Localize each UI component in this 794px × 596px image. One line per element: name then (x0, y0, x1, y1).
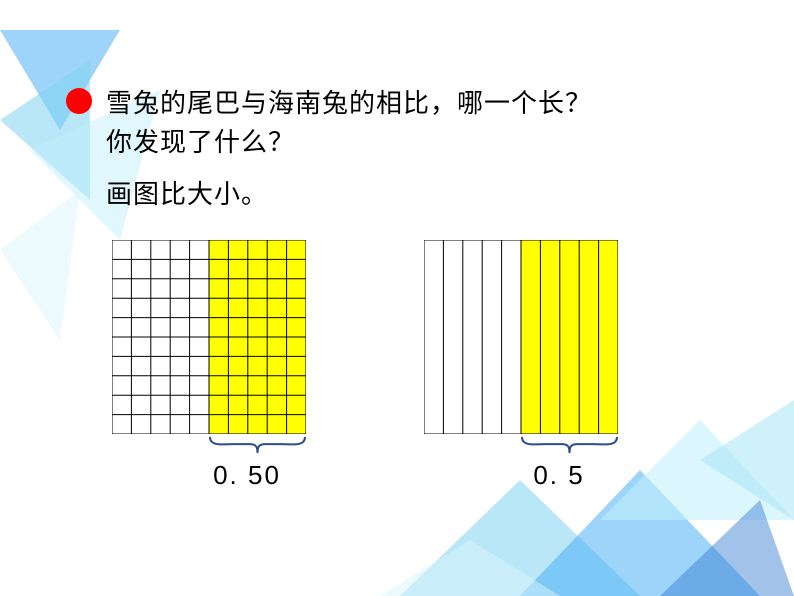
question-text: 雪兔的尾巴与海南兔的相比，哪一个长？ 你发现了什么？ (106, 84, 592, 162)
subtitle-text: 画图比大小。 (106, 174, 268, 211)
grid-right-block: 0. 5 (424, 240, 618, 491)
grid-right-chart (424, 240, 618, 434)
red-bullet-icon (66, 88, 92, 114)
question-row: 雪兔的尾巴与海南兔的相比，哪一个长？ 你发现了什么？ (66, 84, 592, 162)
brace-right-icon (521, 436, 618, 454)
question-line-1: 雪兔的尾巴与海南兔的相比，哪一个长？ (106, 84, 592, 123)
question-line-2: 你发现了什么？ (106, 123, 592, 162)
brace-left-wrap (112, 436, 306, 454)
grid-left-value: 0. 50 (112, 460, 306, 491)
grid-left-block: 0. 50 (112, 240, 306, 491)
grids-area: 0. 50 0. 5 (0, 240, 794, 491)
grid-right-value: 0. 5 (424, 460, 618, 491)
grid-left-chart (112, 240, 306, 434)
brace-left-icon (209, 436, 306, 454)
brace-right-wrap (424, 436, 618, 454)
